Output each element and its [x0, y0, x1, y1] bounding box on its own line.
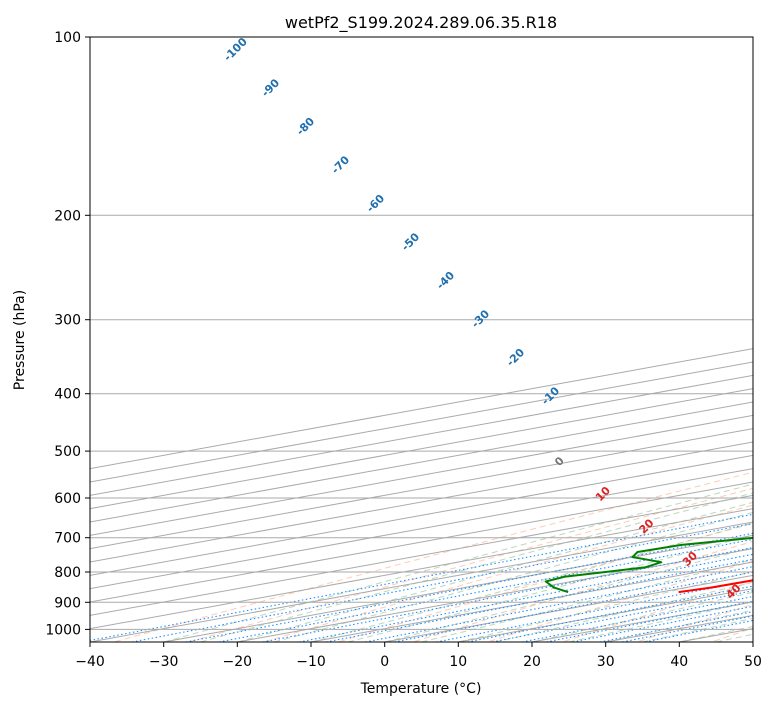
moist-adiabat-label: 20 — [637, 516, 657, 536]
isotherm — [90, 361, 753, 483]
isotherm — [90, 521, 753, 642]
x-tick-label: 40 — [670, 654, 688, 670]
y-tick-label: 900 — [54, 595, 81, 611]
isotherm — [90, 428, 753, 550]
x-tick-label: −10 — [296, 654, 326, 670]
background-lines — [90, 348, 753, 642]
mixing-ratio-line — [131, 522, 753, 642]
dry-adiabat — [186, 487, 753, 642]
moist-adiabat — [310, 522, 753, 642]
x-tick-label: −30 — [149, 654, 179, 670]
mixing-ratio-line — [325, 558, 753, 642]
pressure-grid — [90, 36, 753, 630]
isotherm-label: -20 — [504, 346, 527, 369]
x-tick-label: −20 — [223, 654, 253, 670]
mixing-ratio-line — [365, 566, 753, 642]
moist-adiabat — [531, 591, 753, 642]
plot-frame — [89, 36, 754, 643]
isotherm — [90, 481, 753, 603]
isotherm-label: -80 — [294, 115, 317, 138]
isotherm — [458, 588, 753, 642]
y-tick-label: 200 — [54, 208, 81, 224]
sounding-profiles — [544, 536, 753, 594]
mixing-ratio-line — [299, 553, 753, 642]
isotherm — [90, 414, 753, 536]
chart-title: wetPf2_S199.2024.289.06.35.R18 — [285, 13, 557, 33]
y-tick-label: 100 — [54, 30, 81, 46]
y-tick-label: 1000 — [45, 622, 81, 638]
mixing-ratio-line — [394, 571, 753, 642]
moist-adiabat — [421, 559, 753, 642]
moist-adiabat — [458, 570, 753, 642]
moist-adiabat — [495, 581, 753, 642]
x-tick-label: 50 — [744, 654, 762, 670]
moist-adiabat — [347, 534, 753, 642]
moist-adiabat — [384, 546, 753, 642]
isotherm-label: -50 — [399, 230, 422, 253]
moist-adiabat — [716, 633, 753, 642]
x-tick-label: −40 — [75, 654, 105, 670]
isotherm — [90, 441, 753, 563]
isotherm — [90, 454, 753, 576]
moist-adiabat-label: 30 — [680, 549, 700, 569]
dewpoint-line — [544, 536, 753, 594]
mixing-ratio-line — [492, 590, 753, 642]
dry-adiabat — [112, 471, 753, 642]
mixing-ratio-line — [645, 619, 753, 642]
isotherm — [163, 534, 753, 642]
y-axis-ticks: 1000 900 800 700 600 500 400 300 200 100 — [45, 30, 90, 638]
x-axis-label: Temperature (°C) — [360, 681, 482, 697]
x-tick-label: 20 — [523, 654, 541, 670]
mixing-ratio-line — [622, 615, 753, 642]
y-tick-label: 700 — [54, 531, 81, 547]
moist-adiabat-label: 10 — [593, 484, 613, 504]
y-tick-label: 800 — [54, 565, 81, 581]
isotherm-label: -30 — [469, 307, 492, 330]
isotherm — [90, 508, 753, 630]
x-tick-label: 0 — [380, 654, 389, 670]
isotherm — [679, 628, 753, 642]
isotherm — [90, 494, 753, 616]
isopleth-labels: -100-90-80-70-60-50-40-30-20-100.10.20.4… — [221, 35, 744, 602]
y-tick-label: 600 — [54, 491, 81, 507]
mixing-ratio-line — [262, 546, 753, 642]
isotherm — [310, 561, 753, 642]
y-tick-label: 400 — [54, 387, 81, 403]
isotherm-label: -10 — [539, 384, 562, 407]
isotherm — [752, 641, 753, 642]
dry-adiabat — [336, 522, 753, 642]
moist-adiabat — [274, 511, 753, 642]
isotherm — [90, 348, 753, 470]
y-tick-label: 300 — [54, 313, 81, 329]
mixing-ratio-line — [521, 595, 753, 642]
isotherm-label: -90 — [259, 76, 282, 99]
isotherm-label: -70 — [329, 153, 352, 176]
x-tick-label: 10 — [449, 654, 467, 670]
isotherm — [90, 468, 753, 590]
x-axis-ticks: −40 −30 −20 −10 0 10 20 30 40 50 — [75, 642, 762, 670]
x-tick-label: 30 — [597, 654, 615, 670]
moist-adiabat-label: 0 — [552, 454, 567, 469]
y-axis-label: Pressure (hPa) — [12, 290, 28, 390]
isotherm — [90, 374, 753, 496]
y-tick-label: 500 — [54, 444, 81, 460]
moist-adiabat — [163, 483, 753, 642]
isotherm-label: -100 — [221, 35, 250, 64]
isotherm-label: -40 — [434, 269, 457, 292]
isotherm — [90, 401, 753, 523]
isotherm-label: -60 — [364, 192, 387, 215]
moist-adiabat — [642, 617, 753, 642]
isotherm — [90, 388, 753, 510]
isotherm — [237, 548, 753, 642]
